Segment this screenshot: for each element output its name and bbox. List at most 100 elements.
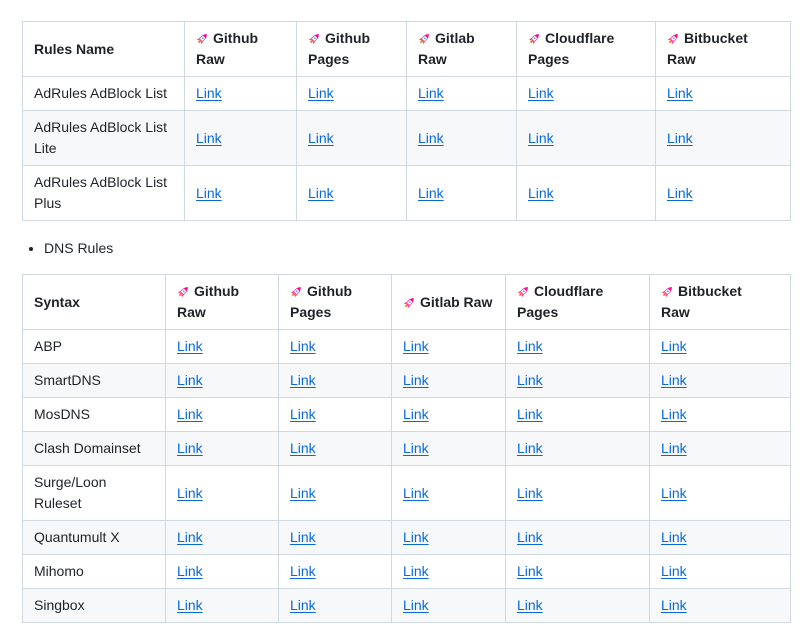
column-header-gitlab-raw: Gitlab Raw: [406, 21, 517, 77]
rocket-icon: [308, 34, 319, 45]
link-github-raw[interactable]: Link: [177, 338, 203, 354]
link-cell: Link: [649, 363, 791, 398]
link-cell: Link: [278, 363, 392, 398]
table-row: Quantumult X Link Link Link Link Link: [22, 520, 791, 555]
link-bitbucket-raw[interactable]: Link: [661, 597, 687, 613]
link-bitbucket-raw[interactable]: Link: [661, 372, 687, 388]
link-cell: Link: [516, 165, 656, 221]
row-label-cell: Quantumult X: [22, 520, 166, 555]
column-header-github-pages: Github Pages: [296, 21, 407, 77]
link-bitbucket-raw[interactable]: Link: [667, 85, 693, 101]
link-bitbucket-raw[interactable]: Link: [661, 484, 687, 501]
link-cloudflare-pages[interactable]: Link: [517, 529, 543, 545]
header-row: Syntax Github Raw Github Pages Gitlab Ra…: [22, 274, 791, 330]
link-github-raw[interactable]: Link: [196, 129, 222, 146]
link-cell: Link: [505, 588, 650, 623]
link-github-raw[interactable]: Link: [177, 406, 203, 422]
link-bitbucket-raw[interactable]: Link: [661, 563, 687, 579]
link-github-pages[interactable]: Link: [308, 184, 334, 201]
link-cell: Link: [505, 465, 650, 521]
table-row: Clash Domainset Link Link Link Link Link: [22, 431, 791, 466]
link-cell: Link: [165, 329, 279, 364]
table-row: MosDNS Link Link Link Link Link: [22, 397, 791, 432]
link-github-pages[interactable]: Link: [290, 372, 316, 388]
rocket-icon: [418, 34, 429, 45]
table-row: AdRules AdBlock List Link Link Link Link…: [22, 76, 791, 111]
link-cell: Link: [505, 554, 650, 589]
list-item-label: DNS Rules: [44, 240, 114, 256]
link-cloudflare-pages[interactable]: Link: [517, 563, 543, 579]
link-gitlab-raw[interactable]: Link: [403, 338, 429, 354]
link-gitlab-raw[interactable]: Link: [403, 406, 429, 422]
link-gitlab-raw[interactable]: Link: [418, 85, 444, 101]
header-row: Rules Name Github Raw Github Pages Gitla…: [22, 21, 791, 77]
link-github-pages[interactable]: Link: [308, 129, 334, 146]
link-cloudflare-pages[interactable]: Link: [517, 440, 543, 456]
link-cell: Link: [406, 165, 517, 221]
link-bitbucket-raw[interactable]: Link: [661, 338, 687, 354]
rocket-icon: [403, 297, 414, 308]
link-cloudflare-pages[interactable]: Link: [517, 597, 543, 613]
link-bitbucket-raw[interactable]: Link: [667, 129, 693, 146]
link-github-raw[interactable]: Link: [177, 563, 203, 579]
link-github-raw[interactable]: Link: [196, 184, 222, 201]
link-bitbucket-raw[interactable]: Link: [661, 440, 687, 456]
link-cell: Link: [649, 329, 791, 364]
link-cloudflare-pages[interactable]: Link: [517, 372, 543, 388]
link-github-raw[interactable]: Link: [196, 85, 222, 101]
column-header-github-pages: Github Pages: [278, 274, 392, 330]
link-github-raw[interactable]: Link: [177, 440, 203, 456]
link-cell: Link: [184, 110, 297, 166]
link-gitlab-raw[interactable]: Link: [403, 529, 429, 545]
column-header-bitbucket-raw: Bitbucket Raw: [649, 274, 791, 330]
link-cell: Link: [406, 110, 517, 166]
link-github-pages[interactable]: Link: [290, 406, 316, 422]
rocket-icon: [196, 34, 207, 45]
link-github-raw[interactable]: Link: [177, 529, 203, 545]
table-row: Surge/Loon Ruleset Link Link Link Link L…: [22, 465, 791, 521]
link-gitlab-raw[interactable]: Link: [418, 129, 444, 146]
column-header-label: Bitbucket Raw: [667, 30, 748, 67]
link-github-pages[interactable]: Link: [290, 597, 316, 613]
column-header-label: Cloudflare Pages: [528, 30, 615, 67]
link-github-raw[interactable]: Link: [177, 484, 203, 501]
link-cloudflare-pages[interactable]: Link: [517, 406, 543, 422]
link-cloudflare-pages[interactable]: Link: [528, 85, 554, 101]
link-github-pages[interactable]: Link: [290, 440, 316, 456]
link-cloudflare-pages[interactable]: Link: [528, 129, 554, 146]
link-github-raw[interactable]: Link: [177, 372, 203, 388]
link-cell: Link: [278, 588, 392, 623]
link-bitbucket-raw[interactable]: Link: [661, 529, 687, 545]
link-cell: Link: [391, 588, 506, 623]
row-label-cell: Clash Domainset: [22, 431, 166, 466]
link-bitbucket-raw[interactable]: Link: [661, 406, 687, 422]
row-label-cell: ABP: [22, 329, 166, 364]
link-gitlab-raw[interactable]: Link: [403, 372, 429, 388]
link-cloudflare-pages[interactable]: Link: [517, 338, 543, 354]
link-gitlab-raw[interactable]: Link: [403, 484, 429, 501]
link-cell: Link: [649, 520, 791, 555]
table-row: AdRules AdBlock List Lite Link Link Link…: [22, 110, 791, 166]
link-github-pages[interactable]: Link: [290, 529, 316, 545]
row-label: MosDNS: [34, 406, 91, 422]
link-cloudflare-pages[interactable]: Link: [528, 184, 554, 201]
link-bitbucket-raw[interactable]: Link: [667, 184, 693, 201]
column-header-label: Github Raw: [177, 283, 240, 320]
link-cloudflare-pages[interactable]: Link: [517, 484, 543, 501]
link-github-pages[interactable]: Link: [308, 85, 334, 101]
link-github-pages[interactable]: Link: [290, 484, 316, 501]
link-cell: Link: [184, 76, 297, 111]
table-row: AdRules AdBlock List Plus Link Link Link…: [22, 165, 791, 221]
row-label: Clash Domainset: [34, 440, 141, 456]
link-github-pages[interactable]: Link: [290, 563, 316, 579]
row-label: Singbox: [34, 597, 85, 613]
link-github-pages[interactable]: Link: [290, 338, 316, 354]
link-gitlab-raw[interactable]: Link: [403, 563, 429, 579]
link-gitlab-raw[interactable]: Link: [403, 440, 429, 456]
link-gitlab-raw[interactable]: Link: [403, 597, 429, 613]
link-gitlab-raw[interactable]: Link: [418, 184, 444, 201]
column-header-rules-name: Rules Name: [22, 21, 185, 77]
link-github-raw[interactable]: Link: [177, 597, 203, 613]
rocket-icon: [528, 34, 539, 45]
row-label: Mihomo: [34, 563, 84, 579]
